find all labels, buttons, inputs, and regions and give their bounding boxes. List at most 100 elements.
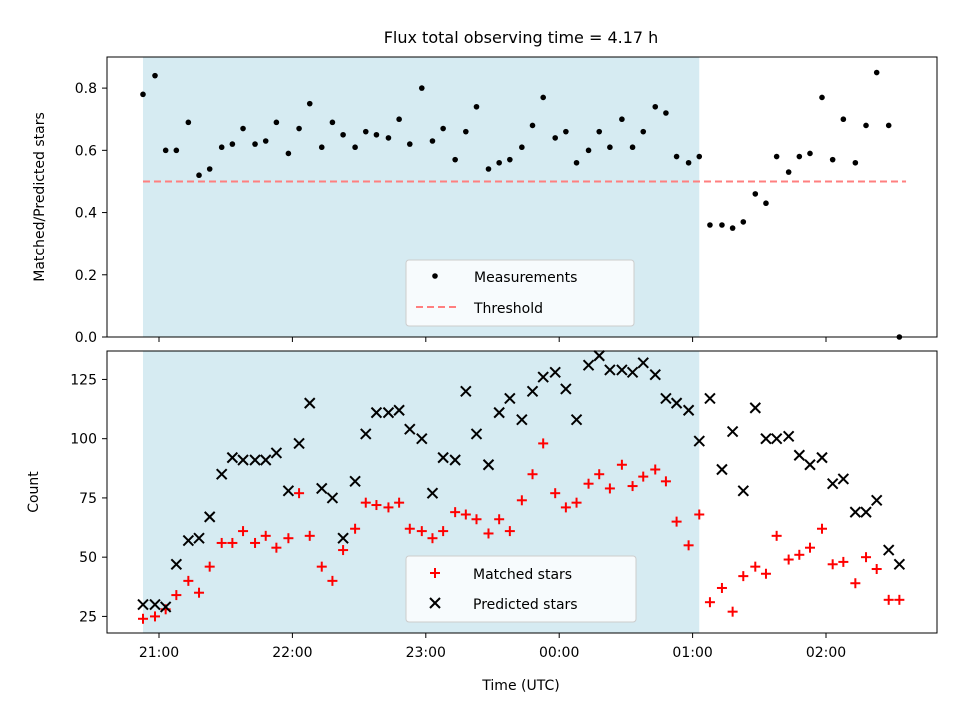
predicted-star-marker <box>593 350 605 362</box>
matched-star-marker <box>594 469 605 480</box>
bottom-y-tick-label: 50 <box>79 550 97 566</box>
measurement-point <box>173 147 180 154</box>
top-x-ticks <box>158 337 827 342</box>
matched-star-marker <box>861 552 872 563</box>
measurement-point <box>373 131 380 138</box>
measurement-point <box>873 69 880 76</box>
measurement-point <box>740 219 747 225</box>
matched-star-marker <box>338 545 349 556</box>
predicted-star-marker <box>370 406 383 419</box>
predicted-star-marker <box>282 485 295 497</box>
measurement-point <box>729 225 736 231</box>
matched-star-marker <box>716 582 727 593</box>
predicted-star-marker <box>893 558 906 570</box>
matched-star-marker <box>460 509 471 520</box>
matched-star-marker <box>137 613 148 624</box>
measurement-point <box>340 131 346 138</box>
measurement-point <box>318 144 325 151</box>
predicted-star-marker <box>249 454 261 466</box>
matched-star-marker <box>560 502 571 513</box>
matched-star-marker <box>304 530 315 541</box>
matched-star-marker <box>850 578 861 589</box>
measurement-point <box>529 122 536 129</box>
matched-star-marker <box>650 464 661 475</box>
predicted-star-marker <box>404 423 416 435</box>
matched-star-marker <box>571 497 582 508</box>
measurement-point <box>252 141 258 147</box>
predicted-star-marker <box>326 492 339 504</box>
measurement-point <box>585 147 592 154</box>
matched-legend-label: Matched stars <box>473 567 572 583</box>
bottom-panel: 25 50 75 100 125 21:00 22:00 23:00 00:00 01:00 02… <box>26 350 938 694</box>
predicted-star-marker <box>660 392 672 405</box>
measurement-point <box>296 125 302 132</box>
matched-star-marker <box>871 564 882 575</box>
measurement-point <box>285 150 292 157</box>
measurement-point <box>552 135 558 141</box>
matched-star-marker <box>260 530 271 541</box>
measurement-point <box>440 125 446 132</box>
measurement-points <box>140 69 903 340</box>
bottom-plot-frame <box>106 350 938 634</box>
bottom-x-tick-label: 02:00 <box>806 645 846 661</box>
predicted-star-marker <box>215 468 228 480</box>
predicted-star-marker <box>826 477 839 490</box>
matched-star-marker <box>694 509 705 520</box>
matched-star-marker <box>616 459 627 470</box>
measurement-point <box>619 116 625 123</box>
matched-star-marker <box>450 507 461 518</box>
measurement-point <box>573 159 580 166</box>
predicted-star-marker <box>716 463 728 476</box>
measurement-point <box>185 119 192 126</box>
predicted-star-marker <box>804 459 816 471</box>
matched-star-marker <box>527 469 538 480</box>
bottom-y-tick-label: 75 <box>79 491 97 507</box>
top-plot-frame <box>106 56 938 338</box>
matched-star-marker <box>283 533 294 544</box>
measurement-point <box>819 94 825 101</box>
bottom-x-tick-label: 01:00 <box>672 645 712 661</box>
predicted-star-marker <box>382 406 395 419</box>
predicted-legend-marker <box>429 597 441 609</box>
predicted-star-marker <box>393 404 405 416</box>
measurement-point <box>563 128 569 135</box>
matched-star-marker <box>883 594 894 605</box>
predicted-star-marker <box>870 494 883 507</box>
top-y-tick-label: 0.4 <box>75 206 97 222</box>
matched-star-marker <box>583 478 594 489</box>
predicted-star-marker <box>693 435 705 447</box>
measurement-point <box>707 222 713 228</box>
chart-title: Flux total observing time = 4.17 h <box>384 28 659 47</box>
measurement-point <box>152 72 158 79</box>
predicted-star-marker <box>560 383 572 395</box>
matched-star-marker <box>327 575 338 586</box>
matched-star-marker <box>783 554 794 565</box>
matched-star-marker <box>294 488 305 499</box>
predicted-legend-label: Predicted stars <box>473 597 578 613</box>
predicted-star-marker <box>582 359 595 371</box>
measurement-point <box>352 144 358 151</box>
measurement-point <box>385 135 392 141</box>
predicted-star-marker <box>670 397 683 409</box>
matched-star-marker <box>627 481 638 492</box>
matched-star-marker <box>171 590 182 601</box>
matched-star-marker <box>894 594 905 605</box>
predicted-star-marker <box>360 428 372 440</box>
measurement-point <box>796 153 803 160</box>
measurement-point <box>640 128 647 135</box>
matched-star-marker <box>149 611 160 622</box>
predicted-star-marker <box>203 511 216 523</box>
matched-star-marker <box>404 523 415 534</box>
predicted-star-marker <box>537 371 549 383</box>
matched-star-marker <box>550 488 561 499</box>
measurement-point <box>485 166 492 172</box>
bottom-y-tick-label: 125 <box>70 372 97 388</box>
predicted-star-marker <box>682 404 695 416</box>
matched-star-marker <box>238 526 249 537</box>
matched-star-marker <box>371 500 382 511</box>
measurements-legend-label: Measurements <box>474 270 577 286</box>
bottom-x-tick-label: 21:00 <box>139 645 179 661</box>
predicted-star-marker <box>837 473 850 485</box>
bottom-y-tick-label: 25 <box>79 609 97 625</box>
predicted-star-marker <box>260 454 272 466</box>
